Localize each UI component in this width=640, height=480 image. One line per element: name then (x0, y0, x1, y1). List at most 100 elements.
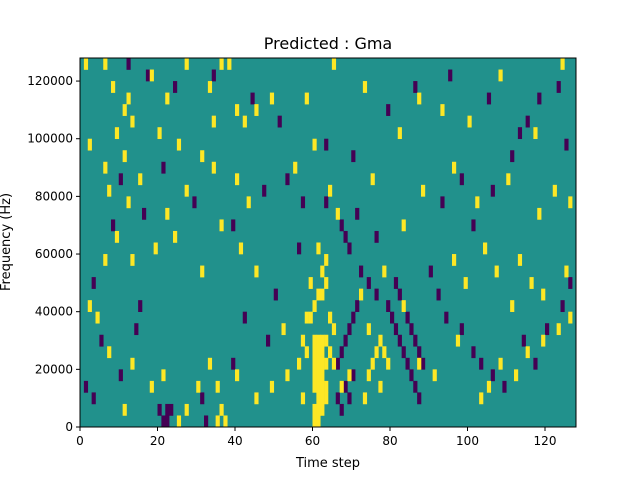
heatmap-cell-low (533, 357, 538, 370)
heatmap-cell-high (382, 346, 387, 359)
heatmap-cell-high (114, 230, 120, 243)
heatmap-cell-low (211, 69, 216, 82)
heatmap-cell-high (324, 392, 329, 405)
heatmap-cell-high (219, 219, 224, 232)
heatmap-cell-high (215, 415, 220, 428)
heatmap-cell-high (223, 415, 228, 428)
heatmap-cell-high (320, 346, 325, 359)
heatmap-cell-high (467, 115, 472, 128)
heatmap-cell-low (521, 334, 526, 347)
heatmap-cell-high (316, 288, 321, 301)
heatmap-cell-high (300, 334, 306, 347)
heatmap-cell-high (304, 346, 309, 359)
heatmap-cell-high (269, 92, 275, 105)
heatmap-cell-high (308, 277, 313, 289)
heatmap-cell-low (393, 277, 399, 289)
chart-title: Predicted : Gma (264, 34, 392, 53)
heatmap-cell-high (157, 127, 162, 140)
heatmap-cell-low (459, 323, 464, 336)
heatmap-cell-high (328, 346, 333, 359)
heatmap-cell-high (455, 334, 461, 347)
heatmap-cell-high (366, 369, 371, 382)
x-tick-label: 80 (382, 434, 397, 448)
heatmap-cell-high (297, 357, 302, 370)
heatmap-cell-high (312, 346, 317, 359)
heatmap-cell-low (118, 369, 123, 382)
heatmap-cell-high (103, 161, 108, 174)
heatmap-cell-low (568, 277, 573, 289)
heatmap-cell-high (339, 380, 344, 393)
heatmap-cell-high (83, 58, 89, 70)
heatmap-cell-high (483, 242, 488, 255)
heatmap-cell-low (138, 300, 143, 312)
heatmap-cell-high (560, 58, 565, 70)
heatmap-cell-high (114, 127, 120, 140)
heatmap-cell-low (517, 127, 523, 140)
x-axis-ticks: 0 20 40 60 80 100 120 (76, 427, 556, 448)
heatmap-cell-low (343, 334, 348, 347)
heatmap-cell-high (316, 403, 321, 416)
heatmap-cell-high (238, 242, 244, 255)
heatmap-cell-high (397, 127, 402, 140)
heatmap-cell-low (173, 81, 178, 93)
heatmap-cell-low (339, 403, 344, 416)
heatmap-cell-low (366, 277, 371, 289)
x-tick-label: 60 (305, 434, 320, 448)
heatmap-cell-low (266, 334, 271, 347)
y-tick-label: 100000 (27, 132, 73, 146)
heatmap-cell-high (211, 115, 216, 128)
y-tick-label: 0 (65, 420, 73, 434)
heatmap-cell-low (436, 288, 441, 301)
x-tick-label: 120 (534, 434, 557, 448)
heatmap-cell-high (417, 92, 422, 105)
heatmap-cell-low (165, 415, 170, 428)
heatmap-cell-high (312, 357, 317, 370)
heatmap-cell-low (537, 92, 542, 105)
x-tick-label: 40 (227, 434, 242, 448)
heatmap-cell-high (362, 392, 368, 405)
heatmap-cell-high (401, 219, 406, 232)
heatmap-cell-high (235, 104, 240, 116)
heatmap-cell-high (126, 196, 131, 209)
y-axis-label: Frequency (Hz) (0, 193, 14, 291)
heatmap-cell-high (312, 369, 317, 382)
heatmap-cell-high (173, 230, 178, 243)
heatmap-cell-high (324, 380, 329, 393)
heatmap-cell-high (122, 403, 127, 416)
heatmap-cell-low (413, 81, 418, 93)
heatmap-cell-low (471, 346, 476, 359)
heatmap-cell-high (529, 277, 534, 289)
heatmap-cell-high (316, 357, 321, 370)
heatmap-cell-low (347, 392, 352, 405)
heatmap-cell-high (130, 254, 135, 266)
heatmap-cell-low (142, 207, 147, 220)
heatmap-cell-low (347, 323, 352, 336)
heatmap-cell-high (432, 369, 437, 382)
heatmap-cell-high (320, 357, 325, 370)
heatmap-cell-high (370, 173, 375, 186)
heatmap-cell-high (227, 58, 232, 70)
heatmap-cell-low (545, 323, 550, 336)
heatmap-cell-high (316, 380, 321, 393)
heatmap-cell-high (475, 196, 480, 209)
heatmap-cell-high (498, 69, 503, 82)
heatmap-cell-high (308, 311, 313, 324)
heatmap-cell-high (316, 346, 321, 359)
heatmap-cell-high (320, 265, 325, 278)
heatmap-cell-high (517, 254, 523, 266)
heatmap-cell-low (390, 311, 395, 324)
heatmap-cell-high (219, 58, 224, 70)
heatmap-cell-low (300, 196, 306, 209)
heatmap-cell-high (219, 403, 224, 416)
heatmap-cell-low (490, 184, 495, 197)
heatmap-cell-low (343, 230, 348, 243)
heatmap-cell-high (207, 357, 213, 370)
heatmap-cell-low (409, 323, 414, 336)
heatmap-cell-high (235, 369, 240, 382)
heatmap-cell-high (552, 184, 557, 197)
heatmap-cell-low (297, 242, 302, 255)
heatmap-cell-low (231, 219, 236, 232)
heatmap-cell-high (556, 323, 561, 336)
heatmap-cell-low (83, 380, 89, 393)
heatmap-cell-low (250, 92, 255, 105)
